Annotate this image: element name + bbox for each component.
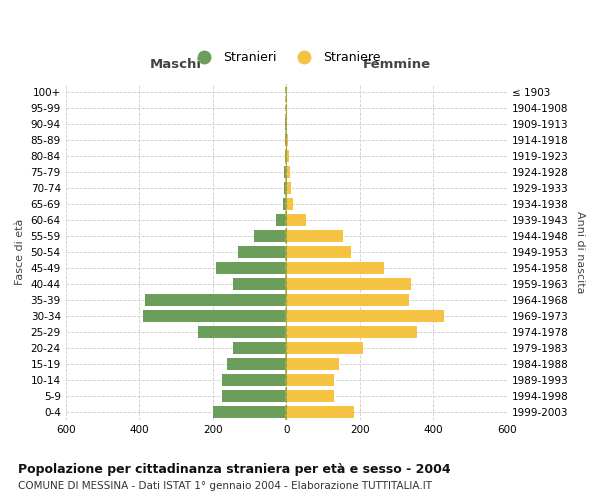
Bar: [286, 294, 409, 306]
Bar: [286, 230, 343, 242]
Bar: [286, 166, 290, 178]
Bar: [286, 150, 289, 162]
Bar: [286, 278, 411, 290]
Bar: [276, 214, 286, 226]
Bar: [286, 310, 444, 322]
Bar: [286, 182, 290, 194]
Bar: [283, 198, 286, 210]
Bar: [286, 118, 287, 130]
Bar: [238, 246, 286, 258]
Bar: [143, 310, 286, 322]
Legend: Stranieri, Straniere: Stranieri, Straniere: [187, 46, 385, 70]
Bar: [286, 342, 364, 354]
Bar: [254, 230, 286, 242]
Bar: [286, 390, 334, 402]
Y-axis label: Fasce di età: Fasce di età: [15, 219, 25, 285]
Bar: [286, 214, 307, 226]
Bar: [286, 246, 350, 258]
Bar: [285, 150, 286, 162]
Bar: [286, 134, 288, 146]
Bar: [286, 406, 354, 418]
Text: Maschi: Maschi: [150, 58, 202, 71]
Text: Femmine: Femmine: [362, 58, 431, 71]
Bar: [233, 342, 286, 354]
Bar: [145, 294, 286, 306]
Bar: [222, 374, 286, 386]
Bar: [212, 406, 286, 418]
Bar: [286, 358, 340, 370]
Text: Popolazione per cittadinanza straniera per età e sesso - 2004: Popolazione per cittadinanza straniera p…: [18, 462, 451, 475]
Bar: [227, 358, 286, 370]
Bar: [285, 134, 286, 146]
Bar: [217, 262, 286, 274]
Bar: [222, 390, 286, 402]
Bar: [233, 278, 286, 290]
Bar: [286, 198, 293, 210]
Bar: [286, 262, 383, 274]
Y-axis label: Anni di nascita: Anni di nascita: [575, 210, 585, 293]
Bar: [198, 326, 286, 338]
Bar: [284, 166, 286, 178]
Bar: [286, 374, 334, 386]
Bar: [286, 326, 416, 338]
Text: COMUNE DI MESSINA - Dati ISTAT 1° gennaio 2004 - Elaborazione TUTTITALIA.IT: COMUNE DI MESSINA - Dati ISTAT 1° gennai…: [18, 481, 432, 491]
Bar: [284, 182, 286, 194]
